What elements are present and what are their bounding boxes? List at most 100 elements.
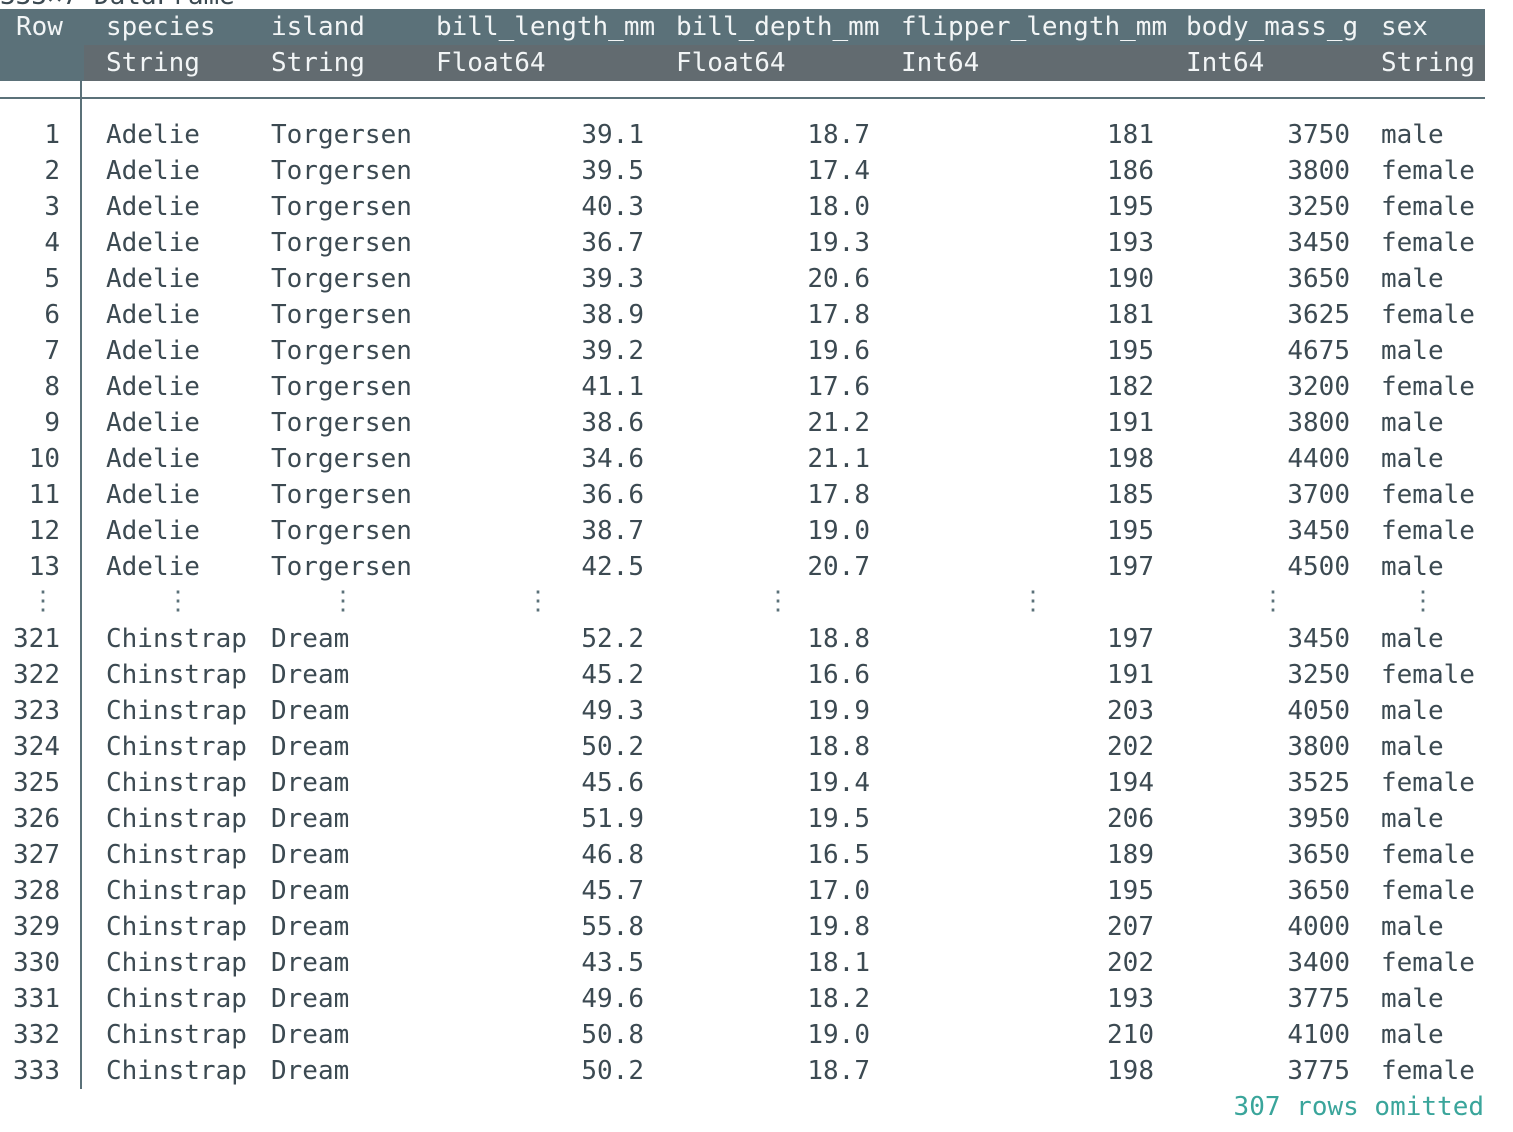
cell-flipper_length_mm: 189 [1107,840,1154,870]
cell-flipper_length_mm: 193 [1107,228,1154,258]
cell-bill_depth_mm: 19.5 [807,804,870,834]
row-number: 332 [13,1020,60,1050]
row-number: 328 [13,876,60,906]
row-number: 7 [44,336,60,366]
cell-sex: male [1381,552,1444,582]
cell-flipper_length_mm: 202 [1107,948,1154,978]
cell-sex: female [1381,516,1475,546]
row-number: 6 [44,300,60,330]
cell-body_mass_g: 3775 [1287,984,1350,1014]
cell-bill_depth_mm: 18.7 [807,120,870,150]
cell-island: Torgersen [271,336,412,366]
cell-flipper_length_mm: 195 [1107,876,1154,906]
cell-flipper_length_mm: 202 [1107,732,1154,762]
cell-bill_length_mm: 40.3 [581,192,644,222]
cell-flipper_length_mm: 198 [1107,444,1154,474]
cell-flipper_length_mm: 206 [1107,804,1154,834]
cell-body_mass_g: 4500 [1287,552,1350,582]
cell-island: Dream [271,804,350,834]
cell-bill_depth_mm: 16.6 [807,660,870,690]
cell-species: Chinstrap [106,984,247,1014]
cell-flipper_length_mm: 182 [1107,372,1154,402]
cell-bill_length_mm: 55.8 [581,912,644,942]
cell-bill_length_mm: 52.2 [581,624,644,654]
column-type-island: String [271,48,365,78]
cell-bill_depth_mm: 17.8 [807,300,870,330]
cell-body_mass_g: 4000 [1287,912,1350,942]
cell-species: Chinstrap [106,624,247,654]
cell-sex: male [1381,120,1444,150]
cell-body_mass_g: 3750 [1287,120,1350,150]
cell-body_mass_g: 3650 [1287,264,1350,294]
header-rule [0,97,1485,99]
cell-island: Dream [271,840,350,870]
cell-island: Torgersen [271,156,412,186]
cell-bill_depth_mm: 17.8 [807,480,870,510]
cell-bill_length_mm: 45.2 [581,660,644,690]
cell-sex: female [1381,840,1475,870]
cell-body_mass_g: 3800 [1287,732,1350,762]
column-type-bill_depth_mm: Float64 [676,48,786,78]
cell-bill_depth_mm: 19.3 [807,228,870,258]
column-type-bill_length_mm: Float64 [436,48,546,78]
cell-sex: male [1381,984,1444,1014]
cell-bill_depth_mm: 20.6 [807,264,870,294]
ellipsis-vertical-icon: ⋮ [525,586,551,616]
cell-species: Adelie [106,444,200,474]
row-number: 13 [28,552,60,582]
ellipsis-vertical-icon: ⋮ [330,586,356,616]
cell-island: Dream [271,660,350,690]
cell-species: Adelie [106,552,200,582]
cell-island: Torgersen [271,264,412,294]
cell-bill_depth_mm: 17.6 [807,372,870,402]
cell-sex: male [1381,624,1444,654]
cell-flipper_length_mm: 191 [1107,660,1154,690]
cell-flipper_length_mm: 190 [1107,264,1154,294]
cell-bill_length_mm: 39.3 [581,264,644,294]
cell-species: Adelie [106,300,200,330]
cell-flipper_length_mm: 186 [1107,156,1154,186]
row-number: 11 [28,480,60,510]
cell-species: Chinstrap [106,732,247,762]
cell-body_mass_g: 3650 [1287,840,1350,870]
row-number: 5 [44,264,60,294]
cell-island: Dream [271,696,350,726]
cell-bill_depth_mm: 18.8 [807,624,870,654]
row-number: 4 [44,228,60,258]
cell-bill_length_mm: 38.7 [581,516,644,546]
dataframe-caption: 333×7 DataFrame [0,0,235,14]
cell-bill_depth_mm: 17.4 [807,156,870,186]
cell-sex: female [1381,1056,1475,1086]
cell-island: Dream [271,624,350,654]
cell-bill_length_mm: 45.6 [581,768,644,798]
column-name-bill_length_mm: bill_length_mm [436,12,656,42]
cell-island: Torgersen [271,372,412,402]
column-type-species: String [106,48,200,78]
cell-island: Dream [271,1020,350,1050]
cell-island: Torgersen [271,552,412,582]
cell-island: Torgersen [271,120,412,150]
cell-body_mass_g: 3400 [1287,948,1350,978]
row-number: 324 [13,732,60,762]
cell-species: Adelie [106,156,200,186]
cell-species: Chinstrap [106,1020,247,1050]
cell-sex: male [1381,804,1444,834]
cell-species: Chinstrap [106,660,247,690]
cell-bill_length_mm: 39.2 [581,336,644,366]
row-number: 2 [44,156,60,186]
cell-body_mass_g: 3700 [1287,480,1350,510]
cell-flipper_length_mm: 195 [1107,516,1154,546]
cell-bill_length_mm: 39.1 [581,120,644,150]
cell-bill_length_mm: 36.7 [581,228,644,258]
cell-sex: female [1381,300,1475,330]
cell-sex: male [1381,1020,1444,1050]
cell-flipper_length_mm: 197 [1107,624,1154,654]
row-number: 321 [13,624,60,654]
column-type-flipper_length_mm: Int64 [901,48,980,78]
cell-flipper_length_mm: 195 [1107,336,1154,366]
cell-bill_depth_mm: 18.8 [807,732,870,762]
cell-species: Adelie [106,120,200,150]
cell-bill_length_mm: 39.5 [581,156,644,186]
cell-bill_length_mm: 34.6 [581,444,644,474]
cell-sex: female [1381,768,1475,798]
